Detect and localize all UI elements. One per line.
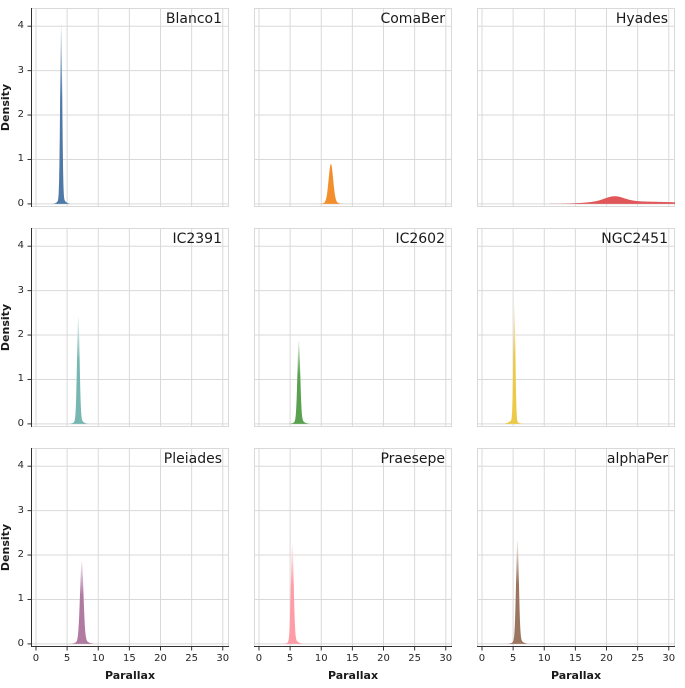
- kde-plot-svg: [477, 8, 675, 207]
- kde-curve: [31, 315, 229, 424]
- panel-title: Praesepe: [380, 451, 445, 467]
- panel-title: NGC2451: [601, 231, 668, 247]
- gridlines: [477, 448, 675, 647]
- y-axis-title: Density: [0, 228, 13, 427]
- kde-panel-praesepe: Praesepe 0 5 10 15 20 25 30 Parallax: [254, 448, 452, 682]
- gridlines: [31, 8, 229, 207]
- y-tick-label: 2: [17, 109, 24, 121]
- x-axis-title: Parallax: [327, 669, 379, 682]
- x-tick-label: 10: [91, 653, 105, 664]
- axis-spines: [27, 228, 32, 427]
- kde-panel-ngc2451: NGC2451: [477, 228, 675, 427]
- axis-spines: [27, 448, 229, 651]
- x-axis-title: Parallax: [104, 669, 156, 682]
- kde-curve: [477, 540, 675, 644]
- y-tick-label: 0: [17, 197, 24, 209]
- y-tick-label: 1: [17, 593, 24, 605]
- y-tick-label: 1: [17, 153, 24, 165]
- kde-plot-svg: [254, 228, 452, 427]
- x-tick-label: 15: [123, 653, 136, 664]
- kde-curve: [477, 304, 675, 424]
- x-tick-label: 15: [569, 653, 582, 664]
- x-tick-label: 25: [185, 653, 198, 664]
- axis-spines: [254, 646, 452, 651]
- kde-curve: [254, 543, 452, 644]
- x-tick-label: 25: [408, 653, 421, 664]
- gridlines: [31, 448, 229, 647]
- y-tick-label: 2: [17, 329, 24, 341]
- x-tick-label: 30: [216, 653, 230, 664]
- kde-curve: [31, 21, 229, 204]
- x-tick-label: 5: [286, 653, 294, 664]
- panel-title: Blanco1: [165, 11, 222, 27]
- x-tick-label: 20: [377, 653, 390, 664]
- x-tick-label: 0: [255, 653, 263, 664]
- kde-curve: [254, 163, 452, 204]
- x-axis-title: Parallax: [550, 669, 602, 682]
- y-axis-title: Density: [0, 8, 13, 207]
- y-tick-label: 0: [17, 417, 24, 429]
- kde-plot-svg: [477, 228, 675, 427]
- kde-plot-svg: [27, 448, 229, 651]
- x-tick-label: 10: [537, 653, 551, 664]
- gridlines: [477, 8, 675, 207]
- kde-panel-ic2391: IC2391 0 1 2 3 4 Density: [0, 228, 229, 429]
- axis-spines: [477, 646, 675, 651]
- y-tick-label: 2: [17, 549, 24, 561]
- y-tick-label: 4: [17, 460, 24, 472]
- y-axis-title-text: Density: [0, 523, 13, 572]
- panel-title: alphaPer: [606, 451, 668, 467]
- x-tick-label: 30: [439, 653, 453, 664]
- y-tick-label: 0: [17, 637, 24, 649]
- kde-panel-pleiades: Pleiades 0 1 2 3 4 Density 0 5 10 15 20 25 30 Paralla…: [0, 448, 229, 682]
- x-tick-label: 30: [662, 653, 676, 664]
- x-tick-label: 25: [631, 653, 644, 664]
- gridlines: [254, 448, 452, 647]
- x-tick-label: 0: [32, 653, 40, 664]
- y-tick-label: 3: [17, 64, 24, 76]
- y-tick-label: 1: [17, 373, 24, 385]
- kde-panel-blanco1: Blanco1 0 1 2 3 4 Density: [0, 8, 229, 209]
- gridlines: [254, 228, 452, 427]
- kde-curve: [477, 196, 675, 204]
- kde-plot-svg: [27, 8, 229, 207]
- panel-title: IC2602: [395, 231, 445, 247]
- kde-panel-comaber: ComaBer: [254, 8, 452, 207]
- panel-title: Pleiades: [163, 451, 222, 467]
- kde-panel-alphaper: alphaPer 0 5 10 15 20 25 30 Parallax: [477, 448, 675, 682]
- y-tick-label: 3: [17, 284, 24, 296]
- kde-plot-svg: [477, 448, 675, 651]
- panel-title: ComaBer: [380, 11, 445, 27]
- x-tick-label: 15: [346, 653, 359, 664]
- kde-plot-svg: [254, 448, 452, 651]
- kde-plot-svg: [27, 228, 229, 427]
- x-tick-label: 10: [314, 653, 328, 664]
- y-tick-label: 3: [17, 504, 24, 516]
- kde-plot-svg: [254, 8, 452, 207]
- y-axis-title-text: Density: [0, 303, 13, 352]
- y-axis-title: Density: [0, 448, 13, 647]
- kde-curve: [31, 560, 229, 644]
- panel-title: IC2391: [172, 231, 222, 247]
- kde-panel-ic2602: IC2602: [254, 228, 452, 427]
- x-tick-label: 5: [63, 653, 71, 664]
- kde-curve: [254, 339, 452, 424]
- y-tick-label: 4: [17, 240, 24, 252]
- x-tick-label: 5: [509, 653, 517, 664]
- gridlines: [477, 228, 675, 427]
- gridlines: [254, 8, 452, 207]
- x-tick-label: 20: [154, 653, 167, 664]
- y-axis-title-text: Density: [0, 83, 13, 132]
- x-tick-label: 20: [600, 653, 613, 664]
- x-tick-label: 0: [478, 653, 486, 664]
- gridlines: [31, 228, 229, 427]
- y-tick-label: 4: [17, 20, 24, 32]
- panel-title: Hyades: [615, 11, 668, 27]
- kde-panel-hyades: Hyades: [477, 8, 675, 207]
- axis-spines: [27, 8, 32, 207]
